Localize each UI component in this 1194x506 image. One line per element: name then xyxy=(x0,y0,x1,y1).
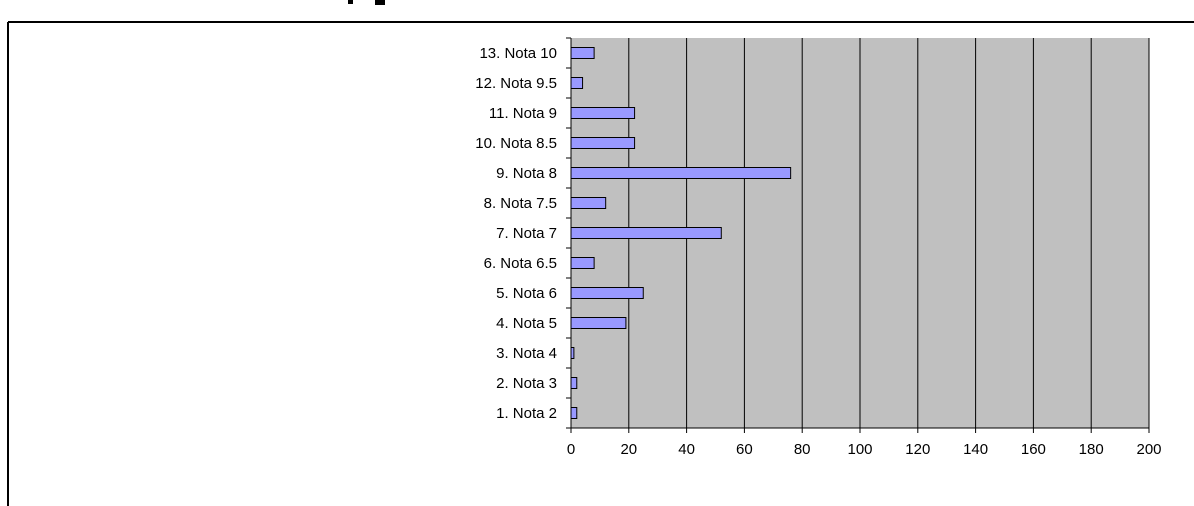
category-label: 5. Nota 6 xyxy=(496,285,557,302)
bar xyxy=(570,257,595,269)
x-tick-label: 120 xyxy=(905,441,930,458)
category-label: 7. Nota 7 xyxy=(496,225,557,242)
bar xyxy=(570,227,722,239)
x-tick-label: 180 xyxy=(1079,441,1104,458)
bar xyxy=(570,287,644,299)
category-label: 13. Nota 10 xyxy=(479,45,557,62)
category-label: 2. Nota 3 xyxy=(496,375,557,392)
x-tick-label: 0 xyxy=(567,441,575,458)
x-tick-label: 140 xyxy=(963,441,988,458)
x-tick-label: 60 xyxy=(736,441,753,458)
x-tick-label: 80 xyxy=(794,441,811,458)
bar xyxy=(570,47,595,59)
cropped-text-fragment xyxy=(348,0,353,4)
bar xyxy=(570,167,792,179)
x-tick-label: 100 xyxy=(847,441,872,458)
x-tick-label: 20 xyxy=(620,441,637,458)
category-label: 1. Nota 2 xyxy=(496,405,557,422)
bar xyxy=(570,317,627,329)
category-label: 12. Nota 9.5 xyxy=(475,75,557,92)
category-label: 3. Nota 4 xyxy=(496,345,557,362)
x-tick-label: 200 xyxy=(1136,441,1161,458)
bar xyxy=(570,77,584,89)
x-tick-label: 40 xyxy=(678,441,695,458)
category-label: 10. Nota 8.5 xyxy=(475,135,557,152)
category-label: 11. Nota 9 xyxy=(489,105,557,122)
bar xyxy=(570,407,578,419)
bar xyxy=(570,377,578,389)
category-label: 8. Nota 7.5 xyxy=(484,195,557,212)
x-tick-label: 160 xyxy=(1021,441,1046,458)
bar xyxy=(570,137,636,149)
value-tick-labels: 0 20 40 60 80 100 120 140 160 180 200 xyxy=(567,441,1162,458)
category-labels: 1. Nota 2 2. Nota 3 3. Nota 4 4. Nota 5 5. N… xyxy=(475,45,557,422)
category-label: 9. Nota 8 xyxy=(496,165,557,182)
cropped-text-fragment xyxy=(375,0,385,5)
category-label: 6. Nota 6.5 xyxy=(484,255,557,272)
bar xyxy=(570,197,607,209)
category-label: 4. Nota 5 xyxy=(496,315,557,332)
axes xyxy=(566,37,1150,433)
bar xyxy=(570,107,636,119)
